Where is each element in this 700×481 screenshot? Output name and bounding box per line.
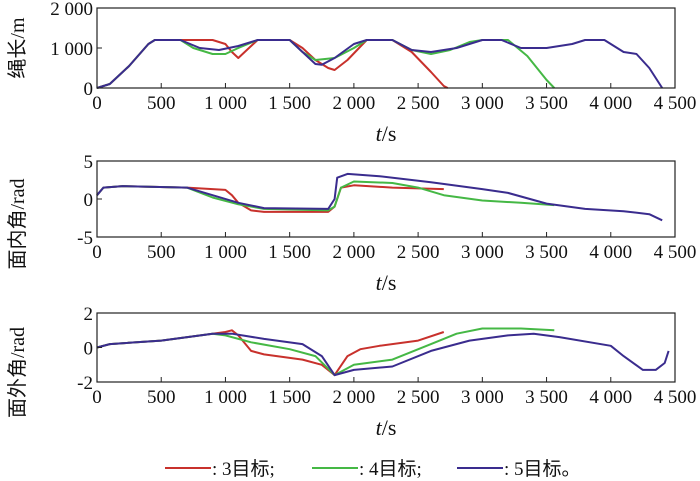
x-tick-label: 0 xyxy=(92,387,102,408)
y-tick-label: 5 xyxy=(84,152,94,173)
legend-label: : 4目标; xyxy=(359,458,422,480)
series-line-4-targets xyxy=(96,180,555,212)
x-tick-label: 3 500 xyxy=(525,387,568,408)
x-axis-variable: t xyxy=(376,415,383,440)
y-tick-label: 0 xyxy=(84,190,94,211)
x-tick-label: 2 000 xyxy=(333,93,376,114)
x-tick-label: 2 000 xyxy=(333,387,376,408)
legend-label: : 5目标。 xyxy=(504,458,581,480)
x-tick-label: 1 000 xyxy=(204,93,247,114)
x-tick-label: 0 xyxy=(92,93,102,114)
x-tick-label: 1 500 xyxy=(268,242,311,263)
y-tick-label: 0 xyxy=(84,339,94,360)
plot-frame xyxy=(96,312,676,383)
series-line-5-targets xyxy=(96,39,664,89)
x-tick-label: 1 000 xyxy=(204,387,247,408)
x-axis-unit: /s xyxy=(382,270,397,295)
subplot-1: 0 500 1 000 1 500 2 000 2 500 3 000 3 500 4 000 4… xyxy=(6,0,696,146)
x-tick-label: 3 000 xyxy=(461,93,504,114)
x-tick-label: 4 000 xyxy=(589,242,632,263)
x-tick-label: 3 000 xyxy=(461,242,504,263)
x-tick-label: 500 xyxy=(147,242,176,263)
x-tick-label: 500 xyxy=(147,93,176,114)
x-tick-label: 500 xyxy=(147,387,176,408)
x-axis-label: t/s xyxy=(376,270,397,295)
x-axis-variable: t xyxy=(376,270,383,295)
y-tick-label: 2 000 xyxy=(50,0,93,20)
plot-frame xyxy=(96,160,676,238)
x-tick-label: 2 500 xyxy=(397,387,440,408)
x-axis-label: t/s xyxy=(376,415,397,440)
x-tick-label: 4 000 xyxy=(589,93,632,114)
x-tick-label: 2 500 xyxy=(397,93,440,114)
x-tick-label: 1 500 xyxy=(268,387,311,408)
x-tick-label: 4 500 xyxy=(654,93,697,114)
x-tick-label: 3 500 xyxy=(525,242,568,263)
x-tick-label: 1 000 xyxy=(204,242,247,263)
y-tick-label: 0 xyxy=(84,79,94,100)
y-tick-label: -5 xyxy=(77,228,93,249)
series-line-5-targets xyxy=(96,332,670,377)
series-line-5-targets xyxy=(96,172,663,222)
x-tick-label: 3 500 xyxy=(525,93,568,114)
x-tick-label: 4 500 xyxy=(654,242,697,263)
x-axis-variable: t xyxy=(376,121,383,146)
series-line-3-targets xyxy=(96,39,449,89)
y-axis-label: 面外角/rad xyxy=(6,327,29,418)
x-axis-unit: /s xyxy=(382,121,397,146)
subplot-2: 0 500 1 000 1 500 2 000 2 500 3 000 3 500 4 000 4… xyxy=(6,152,696,295)
y-axis-label: 绳长/m xyxy=(6,17,29,79)
x-tick-label: 4 500 xyxy=(654,387,697,408)
legend-label: : 3目标; xyxy=(212,458,275,480)
x-axis-unit: /s xyxy=(382,415,397,440)
x-tick-label: 3 000 xyxy=(461,387,504,408)
y-tick-label: -2 xyxy=(77,373,93,394)
x-axis-label: t/s xyxy=(376,121,397,146)
x-tick-label: 4 000 xyxy=(589,387,632,408)
x-tick-label: 2 000 xyxy=(333,242,376,263)
plot-frame xyxy=(96,7,676,89)
y-tick-label: 2 xyxy=(84,304,94,325)
subplot-3: 0 500 1 000 1 500 2 000 2 500 3 000 3 500 4 000 4… xyxy=(6,304,696,440)
y-tick-label: 1 000 xyxy=(50,39,93,60)
x-tick-label: 0 xyxy=(92,242,102,263)
series-line-4-targets xyxy=(96,39,556,89)
series-line-3-targets xyxy=(96,329,445,377)
legend: : 3目标; : 4目标; : 5目标。 xyxy=(165,458,581,480)
y-axis-label: 面内角/rad xyxy=(6,178,29,269)
x-tick-label: 2 500 xyxy=(397,242,440,263)
x-tick-label: 1 500 xyxy=(268,93,311,114)
